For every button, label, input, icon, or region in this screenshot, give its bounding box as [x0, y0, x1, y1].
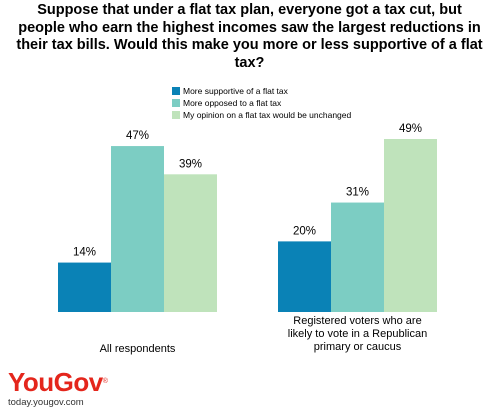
chart-legend: More supportive of a flat tax More oppos…: [172, 85, 351, 121]
legend-item-opposed: More opposed to a flat tax: [172, 97, 351, 109]
legend-label-supportive: More supportive of a flat tax: [183, 86, 288, 96]
chart-title: Suppose that under a flat tax plan, ever…: [16, 2, 483, 71]
category-label-group2-line2: likely to vote in a Republican: [288, 328, 427, 340]
bar-group1-series3: [164, 174, 217, 312]
category-label-group2-line1: Registered voters who are: [293, 315, 421, 327]
legend-swatch-supportive: [172, 87, 180, 95]
data-label-group2-series3: 49%: [399, 123, 422, 135]
yougov-logo: YouGov®: [8, 367, 108, 397]
data-label-group2-series2: 31%: [346, 187, 369, 199]
legend-label-opposed: More opposed to a flat tax: [183, 98, 282, 108]
website-url: today.yougov.com: [8, 397, 84, 408]
category-label-group2-line3: primary or caucus: [314, 341, 402, 353]
data-label-group1-series3: 39%: [179, 158, 202, 170]
data-label-group1-series2: 47%: [126, 130, 149, 142]
legend-item-supportive: More supportive of a flat tax: [172, 85, 351, 97]
legend-item-unchanged: My opinion on a flat tax would be unchan…: [172, 109, 351, 121]
legend-label-unchanged: My opinion on a flat tax would be unchan…: [183, 110, 352, 120]
bar-group1-series2: [111, 146, 164, 312]
legend-swatch-unchanged: [172, 111, 180, 119]
data-label-group1-series1: 14%: [73, 247, 96, 259]
bar-group2-series2: [331, 202, 384, 312]
bar-group2-series1: [278, 241, 331, 312]
logo-registered-mark: ®: [102, 378, 108, 385]
bar-group2-series3: [384, 139, 437, 312]
data-label-group2-series1: 20%: [293, 225, 316, 237]
category-label-group1-line1: All respondents: [100, 343, 176, 355]
logo-text: YouGov: [8, 367, 103, 397]
bar-group1-series1: [58, 262, 111, 312]
legend-swatch-opposed: [172, 99, 180, 107]
